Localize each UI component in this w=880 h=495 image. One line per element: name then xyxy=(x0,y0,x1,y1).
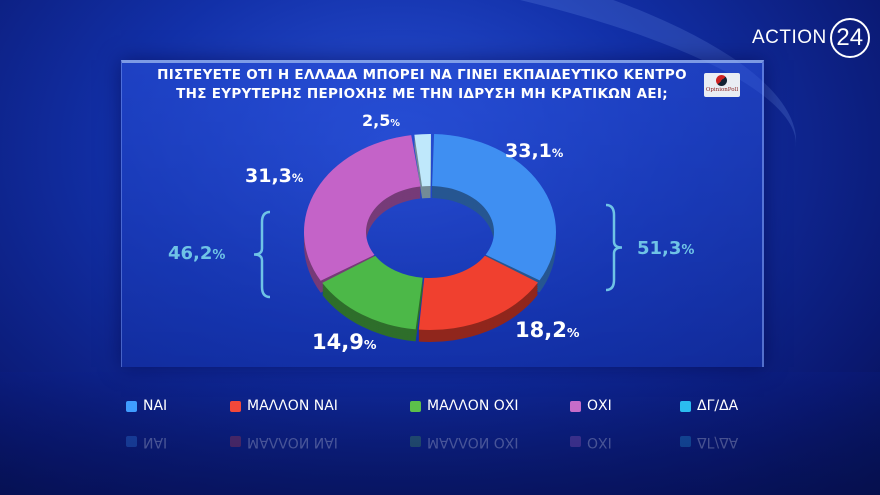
data-label-mallon-nai: 18,2% xyxy=(515,318,580,342)
action24-logo: ACTION 24 xyxy=(752,18,870,58)
group-label-negative: 46,2% xyxy=(168,243,226,264)
legend-swatch xyxy=(410,436,421,448)
opinionpoll-logo-mark xyxy=(716,75,727,86)
legend-reflection: ΝΑΙ ΜΑΛΛΟΝ ΝΑΙ ΜΑΛΛΟΝ ΟΧΙ ΟΧΙ ΔΓ/ΔΑ xyxy=(0,426,880,450)
legend-item: ΝΑΙ xyxy=(126,398,167,414)
chart-title-line-2: ΤΗΣ ΕΥΡΥΤΕΡΗΣ ΠΕΡΙΟΧΗΣ ΜΕ ΤΗΝ ΙΔΡΥΣΗ ΜΗ … xyxy=(176,86,668,102)
group-label-positive: 51,3% xyxy=(637,238,695,259)
legend-label: ΔΓ/ΔΑ xyxy=(697,434,739,450)
legend-label: ΟΧΙ xyxy=(587,434,612,450)
legend-swatch xyxy=(230,436,241,448)
legend-item: ΟΧΙ xyxy=(570,398,612,414)
legend-label: ΜΑΛΛΟΝ ΝΑΙ xyxy=(247,398,338,414)
slice-3 xyxy=(304,135,421,281)
legend-item: ΜΑΛΛΟΝ ΟΧΙ xyxy=(410,434,519,450)
data-label-oxi: 31,3% xyxy=(245,165,304,187)
legend-swatch xyxy=(126,436,137,448)
legend-label: ΜΑΛΛΟΝ ΝΑΙ xyxy=(247,434,338,450)
legend-swatch xyxy=(410,400,421,412)
data-label-dg-da: 2,5% xyxy=(362,111,400,130)
chart-title-line-1: ΠΙΣΤΕΥΕΤΕ ΟΤΙ Η ΕΛΛΑΔΑ ΜΠΟΡΕΙ ΝΑ ΓΙΝΕΙ Ε… xyxy=(157,67,687,83)
legend-label: ΝΑΙ xyxy=(143,434,168,450)
legend-label: ΟΧΙ xyxy=(587,398,612,414)
legend-item: ΜΑΛΛΟΝ ΟΧΙ xyxy=(410,398,519,414)
slice-1 xyxy=(418,255,538,330)
legend-swatch xyxy=(230,400,241,412)
legend-label: ΜΑΛΛΟΝ ΟΧΙ xyxy=(427,398,519,414)
data-label-nai: 33,1% xyxy=(505,140,564,162)
legend-label: ΜΑΛΛΟΝ ΟΧΙ xyxy=(427,434,519,450)
bracket-negative xyxy=(253,210,271,299)
chart-title: ΠΙΣΤΕΥΕΤΕ ΟΤΙ Η ΕΛΛΑΔΑ ΜΠΟΡΕΙ ΝΑ ΓΙΝΕΙ Ε… xyxy=(148,66,696,104)
slice-2 xyxy=(322,255,423,330)
legend-label: ΔΓ/ΔΑ xyxy=(697,398,739,414)
legend-swatch xyxy=(680,436,691,448)
slice-0 xyxy=(432,134,556,281)
legend-item: ΝΑΙ xyxy=(126,434,167,450)
legend-swatch xyxy=(680,400,691,412)
legend-item: ΜΑΛΛΟΝ ΝΑΙ xyxy=(230,434,338,450)
slice-4 xyxy=(414,134,431,187)
data-label-mallon-oxi: 14,9% xyxy=(312,330,377,354)
legend-label: ΝΑΙ xyxy=(143,398,168,414)
legend-item: ΔΓ/ΔΑ xyxy=(680,398,738,414)
legend-item: ΔΓ/ΔΑ xyxy=(680,434,738,450)
opinionpoll-logo-text: OpinionPoll xyxy=(705,87,739,93)
legend-item: ΜΑΛΛΟΝ ΝΑΙ xyxy=(230,398,338,414)
legend: ΝΑΙ ΜΑΛΛΟΝ ΝΑΙ ΜΑΛΛΟΝ ΟΧΙ ΟΧΙ ΔΓ/ΔΑ xyxy=(0,398,880,422)
opinionpoll-logo: OpinionPoll xyxy=(704,73,740,97)
reflective-floor xyxy=(0,372,880,495)
legend-swatch xyxy=(570,436,581,448)
legend-item: ΟΧΙ xyxy=(570,434,612,450)
bracket-positive xyxy=(605,203,623,292)
legend-swatch xyxy=(126,400,137,412)
legend-swatch xyxy=(570,400,581,412)
